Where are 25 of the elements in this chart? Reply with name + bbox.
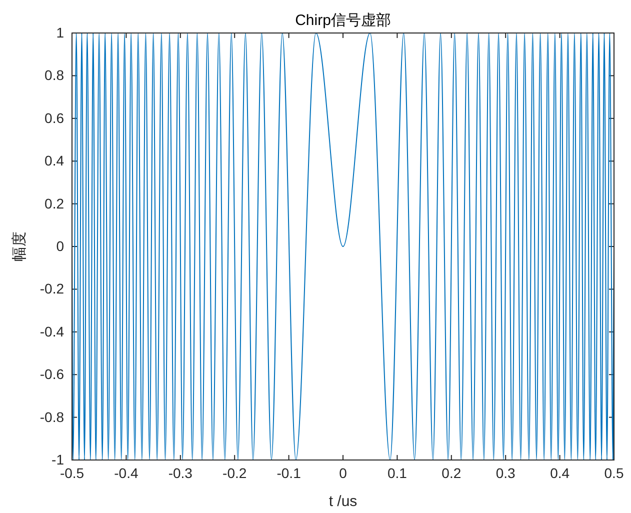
- x-tick-label: 0.2: [442, 464, 462, 481]
- x-tick-label: 0.4: [550, 464, 570, 481]
- x-tick-label: -0.1: [276, 464, 302, 481]
- y-tick-label: 1: [56, 24, 64, 40]
- x-tick-label: 0.1: [387, 464, 408, 481]
- x-tick-label: -0.4: [114, 464, 138, 481]
- x-tick-label: -0.2: [222, 464, 247, 481]
- x-tick-label: 0.5: [604, 464, 624, 481]
- y-tick-label: 0.4: [44, 152, 64, 169]
- y-tick-label: -1: [52, 451, 64, 468]
- y-tick-label: -0.8: [40, 408, 64, 425]
- x-axis-title: t /us: [328, 493, 358, 510]
- y-tick-label: 0.8: [44, 67, 64, 84]
- y-tick-label: 0: [56, 238, 64, 254]
- x-tick-label: -0.5: [60, 464, 84, 481]
- y-tick-label: 0.2: [44, 195, 64, 212]
- chart-title: Chirp信号虚部: [295, 12, 391, 29]
- x-tick-label: -0.3: [168, 464, 193, 481]
- y-tick-label: -0.4: [40, 323, 64, 340]
- y-axis-title: 幅度: [11, 232, 28, 262]
- x-tick-label: 0: [339, 464, 348, 481]
- y-tick-label: 0.6: [44, 110, 64, 126]
- x-tick-label: 0.3: [496, 464, 516, 481]
- y-tick-label: -0.6: [40, 366, 64, 382]
- y-tick-label: -0.2: [40, 280, 64, 297]
